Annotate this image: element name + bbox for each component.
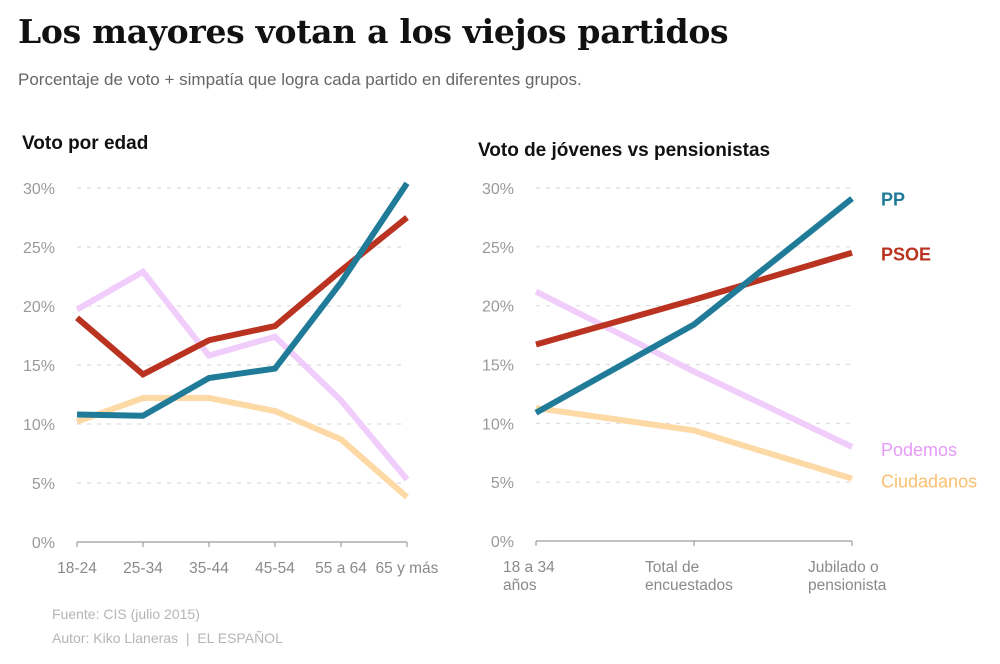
y-tick-label: 25% [482, 240, 514, 257]
chart-title-age: Voto por edad [22, 133, 149, 154]
series-line-podemos [75, 267, 410, 482]
series-line-pp [76, 181, 410, 419]
x-tick-label: 18-24 [57, 560, 97, 577]
y-tick-label: 0% [491, 534, 514, 551]
y-tick-label: 25% [23, 240, 55, 257]
series-line-podemos [534, 288, 854, 450]
chart-age: 0% 5% 10% 15% 20% 25% 30% 18-24 25-34 35-44 45-54 5… [23, 181, 439, 577]
y-tick-label: 20% [482, 299, 514, 316]
y-tick-label: 5% [32, 476, 55, 493]
x-tick-label: Total de [645, 559, 699, 576]
chart-title-young-vs-pensioners: Voto de jóvenes vs pensionistas [478, 140, 771, 161]
page-title: Los mayores votan a los viejos partidos [18, 12, 729, 51]
x-tick-label: 18 a 34 [503, 559, 555, 576]
x-tick-label: años [503, 577, 537, 594]
x-tick-label: 25-34 [123, 560, 163, 577]
series-line-ciudadanos [75, 395, 409, 500]
y-tick-label: 20% [23, 299, 55, 316]
series-line-pp [534, 196, 854, 416]
y-tick-label: 30% [23, 181, 55, 198]
page-subtitle: Porcentaje de voto + simpatía que logra … [18, 70, 582, 89]
y-tick-label: 10% [23, 417, 55, 434]
x-tick-label: 45-54 [255, 560, 295, 577]
x-tick-label: 65 y más [376, 560, 439, 577]
x-tick-label: encuestados [645, 577, 733, 594]
x-tick-label: 35-44 [189, 560, 229, 577]
x-tick-label: pensionista [808, 577, 887, 594]
y-tick-label: 30% [482, 181, 514, 198]
source-note: Fuente: CIS (julio 2015) [52, 606, 200, 622]
series-label-ciudadanos: Ciudadanos [881, 472, 977, 492]
series-label-pp: PP [881, 190, 905, 210]
y-tick-label: 5% [491, 475, 514, 492]
series-label-psoe: PSOE [881, 245, 931, 265]
series-label-podemos: Podemos [881, 440, 957, 460]
x-tick-label: 55 a 64 [315, 560, 367, 577]
series-line-ciudadanos [535, 405, 853, 482]
series-line-psoe [535, 249, 853, 348]
y-tick-label: 0% [32, 535, 55, 552]
y-tick-label: 15% [482, 358, 514, 375]
x-tick-label: Jubilado o [808, 559, 879, 576]
y-tick-label: 15% [23, 358, 55, 375]
y-tick-label: 10% [482, 416, 514, 433]
author-note: Autor: Kiko Llaneras | EL ESPAÑOL [52, 630, 283, 646]
